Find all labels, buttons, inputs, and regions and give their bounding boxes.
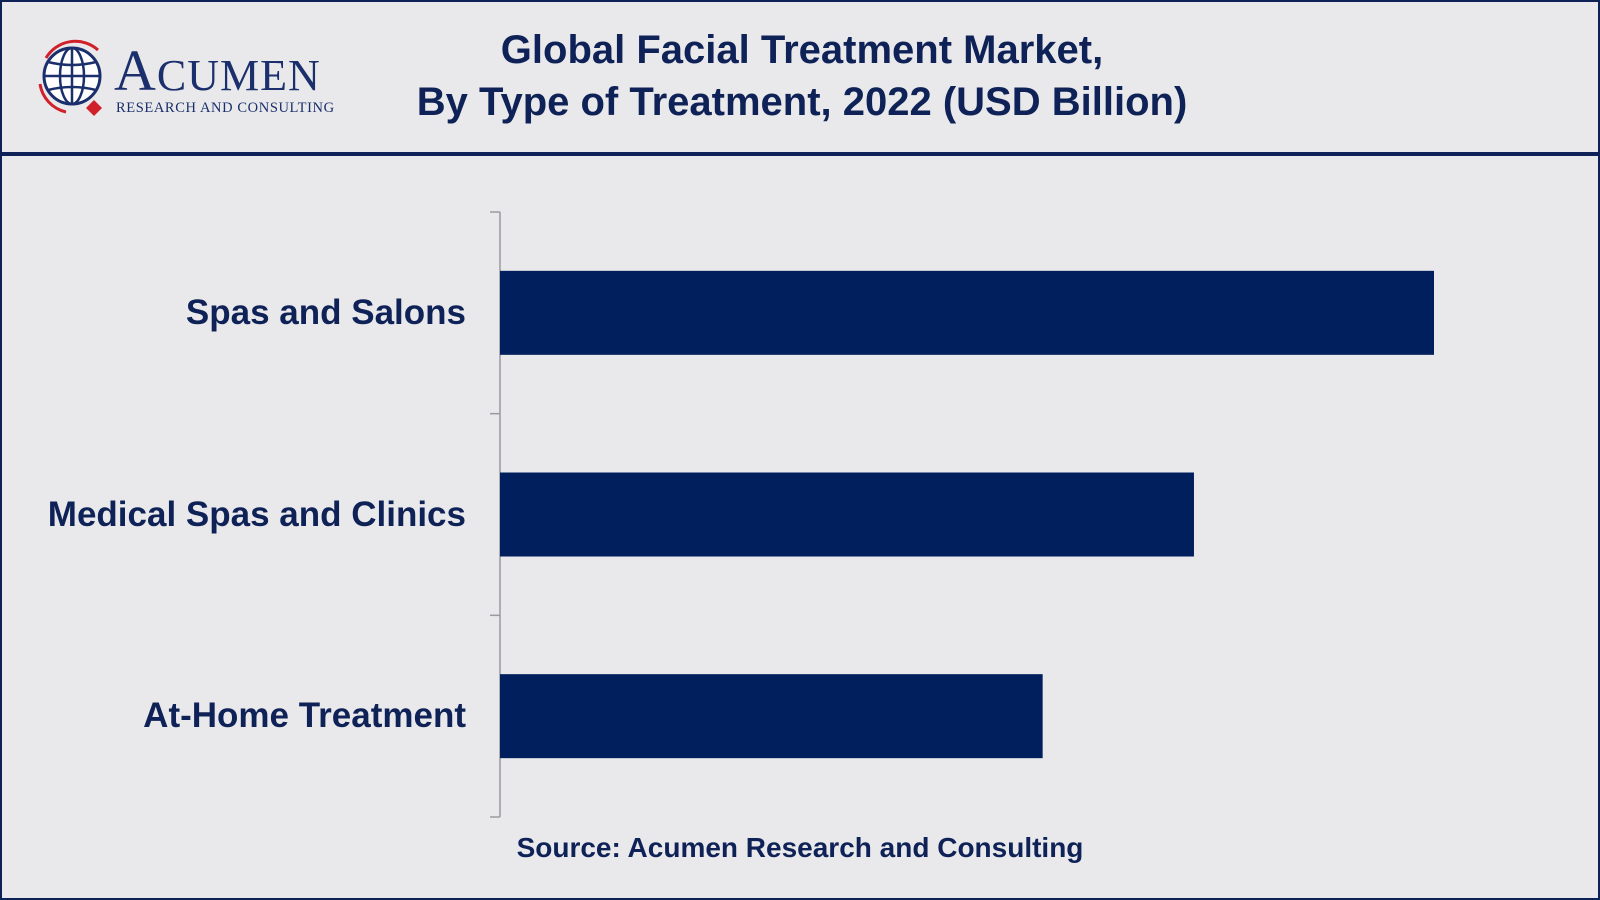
source-note: Source: Acumen Research and Consulting	[516, 832, 1084, 863]
bar-group	[500, 270, 1434, 759]
logo-wordmark: ACUMEN	[114, 38, 321, 103]
bar-at-home-treatment	[500, 674, 1043, 759]
acumen-logo: ACUMEN RESEARCH AND CONSULTING	[36, 38, 366, 122]
bar-spas-and-salons	[500, 270, 1434, 355]
bar-medical-spas-and-clinics	[500, 472, 1194, 557]
logo-tagline: RESEARCH AND CONSULTING	[116, 100, 335, 116]
header: ACUMEN RESEARCH AND CONSULTING Global Fa…	[2, 2, 1598, 152]
category-axis	[490, 211, 501, 818]
category-label: At-Home Treatment	[143, 696, 466, 736]
chart-title-line-2: By Type of Treatment, 2022 (USD Billion)	[416, 80, 1188, 124]
category-label: Spas and Salons	[185, 292, 466, 332]
globe-logo-icon	[38, 39, 102, 116]
chart-title-line-1: Global Facial Treatment Market,	[500, 28, 1104, 72]
category-label: Medical Spas and Clinics	[47, 494, 466, 534]
chart-title: Global Facial Treatment Market, By Type …	[362, 24, 1242, 128]
header-divider	[2, 152, 1598, 156]
